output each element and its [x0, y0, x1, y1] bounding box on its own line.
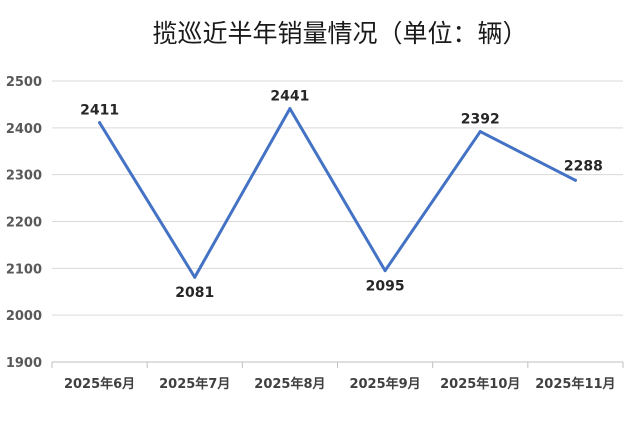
data-point: [573, 178, 577, 182]
y-tick-label: 2300: [6, 169, 42, 184]
y-tick-label: 1900: [6, 356, 42, 371]
y-tick-label: 2400: [6, 122, 42, 137]
x-tick-label: 2025年11月: [535, 376, 615, 392]
data-label: 2441: [270, 89, 309, 105]
data-label: 2095: [366, 279, 405, 295]
data-point: [383, 269, 387, 273]
plot-area: 2411 2081 2441 2095 2392 2288: [80, 89, 603, 302]
data-label: 2081: [175, 285, 214, 301]
y-tick-label: 2100: [6, 262, 42, 277]
y-axis: 1900 2000 2100 2200 2300 2400 2500: [6, 75, 42, 371]
x-tick-label: 2025年6月: [64, 376, 135, 392]
x-tick-label: 2025年7月: [159, 376, 230, 392]
data-point: [478, 130, 482, 134]
y-tick-label: 2500: [6, 75, 42, 90]
x-tick-label: 2025年8月: [254, 376, 325, 392]
data-label: 2392: [461, 112, 500, 128]
y-tick-label: 2000: [6, 309, 42, 324]
data-point: [288, 107, 292, 111]
data-label: 2411: [80, 103, 119, 119]
y-tick-label: 2200: [6, 216, 42, 231]
x-tick-label: 2025年9月: [349, 376, 420, 392]
gridlines: [52, 80, 623, 363]
chart-title: 揽巡近半年销量情况（单位：辆）: [152, 19, 527, 48]
x-tick-label: 2025年10月: [440, 376, 520, 392]
data-point: [98, 121, 102, 125]
data-label: 2288: [564, 158, 603, 174]
series-line: [98, 107, 577, 279]
data-point: [193, 275, 197, 279]
x-axis: 2025年6月 2025年7月 2025年8月 2025年9月 2025年10月 2025…: [51, 362, 624, 392]
